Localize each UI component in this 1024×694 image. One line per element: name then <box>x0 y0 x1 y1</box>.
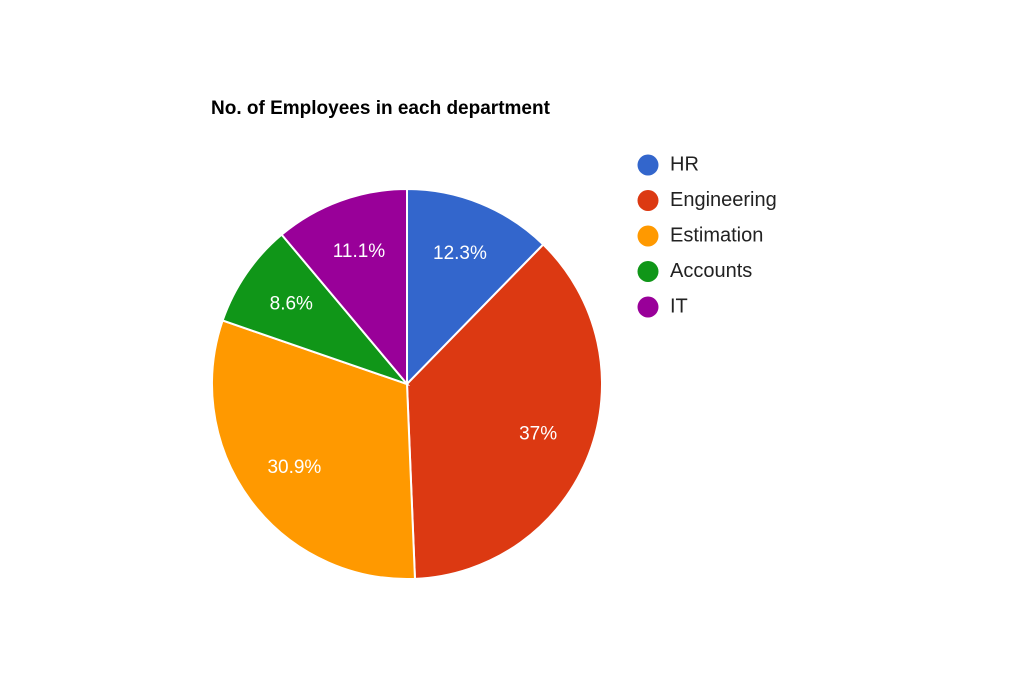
legend-label: HR <box>670 153 699 175</box>
pie-slice-labels: 12.3% 37% 30.9% 8.6% 11.1% <box>267 241 557 478</box>
legend-swatch <box>637 154 659 176</box>
pie-slice-hr[interactable] <box>406 187 545 387</box>
pie-slice-engineering[interactable] <box>405 243 603 580</box>
slice-label-hr: 12.3% <box>433 243 487 264</box>
legend-item-estimation[interactable]: Estimation <box>637 224 764 247</box>
legend-item-engineering[interactable]: Engineering <box>637 189 777 211</box>
legend: HR Engineering Estimation Accounts IT <box>637 153 777 318</box>
legend-label: IT <box>670 295 688 317</box>
pie-slice-estimation[interactable] <box>211 319 417 580</box>
slice-label-estimation: 30.9% <box>267 457 321 478</box>
pie-slice-accounts[interactable] <box>221 233 411 387</box>
pie-slices <box>211 187 603 580</box>
legend-label: Estimation <box>670 224 763 246</box>
legend-swatch <box>637 296 659 318</box>
legend-item-accounts[interactable]: Accounts <box>637 260 753 282</box>
slice-label-it: 11.1% <box>333 241 386 262</box>
legend-label: Accounts <box>670 260 752 282</box>
chart-title: No. of Employees in each department <box>211 98 551 119</box>
legend-swatch <box>637 261 659 282</box>
legend-swatch <box>637 225 659 247</box>
legend-label: Engineering <box>670 189 777 211</box>
slice-label-accounts: 8.6% <box>270 293 313 314</box>
pie-slice-it[interactable] <box>280 187 408 387</box>
legend-item-it[interactable]: IT <box>637 295 688 318</box>
slice-label-engineering: 37% <box>519 423 557 444</box>
legend-item-hr[interactable]: HR <box>637 153 699 176</box>
legend-swatch <box>637 190 659 211</box>
